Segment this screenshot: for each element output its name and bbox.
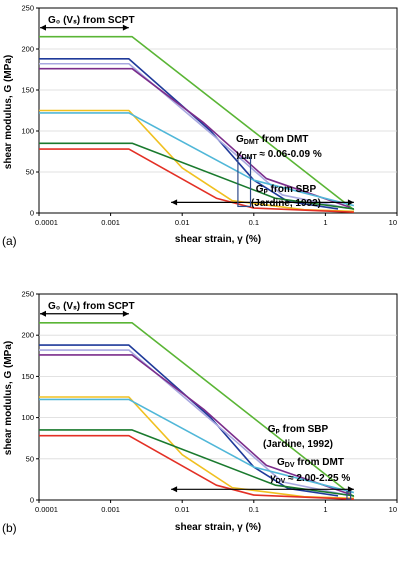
y-tick-label: 250 <box>21 4 34 13</box>
y-tick-label: 150 <box>21 372 34 381</box>
y-tick-label: 50 <box>26 454 34 463</box>
series-line-6 <box>39 112 355 207</box>
series-line-1 <box>39 35 355 211</box>
sbp-range-arrow-head-right <box>347 199 354 206</box>
g0-range-arrow-head-left <box>40 310 46 317</box>
series-line-4 <box>39 354 351 495</box>
y-tick-label: 200 <box>21 331 34 340</box>
x-tick-label: 0.001 <box>101 505 120 514</box>
y-axis-label-a: shear modulus, G (MPa) <box>3 55 14 169</box>
dmt-gamma-a: γ <box>236 149 243 160</box>
dmt-gamma-tail-a: ≈ 0.06-0.09 % <box>257 149 322 160</box>
x-tick-label: 0.01 <box>175 505 190 514</box>
y-tick-label: 200 <box>21 45 34 54</box>
y-tick-label: 0 <box>30 496 34 505</box>
overlays-a <box>40 24 354 208</box>
dv-g-tail-b: from DMT <box>295 457 344 468</box>
series-line-3 <box>39 349 348 496</box>
g0-range-arrow-head-left <box>40 24 46 31</box>
sbp-range-arrow-head-left <box>171 486 178 493</box>
x-ticks-a: 0.0001 0.001 0.01 0.1 1 10 <box>35 213 398 227</box>
x-tick-label: 0.1 <box>249 218 259 227</box>
sbp-range-arrow-head-right <box>347 486 354 493</box>
y-tick-label: 250 <box>21 290 34 299</box>
x-tick-label: 1 <box>323 505 327 514</box>
x-axis-label-a: shear strain, γ (%) <box>175 234 261 245</box>
x-axis-label-b: shear strain, γ (%) <box>175 522 261 533</box>
chart-b: 0.0001 0.001 0.01 0.1 1 10 0 50 100 150 200 250 sh… <box>2 290 398 535</box>
dv-annotation-line1-b: GDV from DMT <box>277 457 344 469</box>
dv-gamma-tail-b: ≈ 2.00-2.25 % <box>285 473 350 484</box>
overlays-b <box>40 310 354 500</box>
series-line-8 <box>39 434 354 500</box>
sbp-annotation-line2-a: (Jardine, 1992) <box>251 198 321 209</box>
x-tick-label: 0.0001 <box>35 218 58 227</box>
sbp-range-arrow-head-left <box>171 199 178 206</box>
series-line-1 <box>39 322 355 498</box>
sbp-annotation-line1-b: Gₚ from SBP <box>268 424 329 435</box>
series-line-4 <box>39 67 351 209</box>
sbp-annotation-line1-a: Gₚ from SBP <box>256 184 317 195</box>
chart-a: 0.0001 0.001 0.01 0.1 1 10 0 50 100 150 200 250 sh… <box>2 4 398 248</box>
x-tick-label: 0.001 <box>101 218 120 227</box>
series-line-8 <box>39 148 354 213</box>
dv-gamma-sub-b: DV <box>276 478 286 485</box>
dmt-gamma-sub-a: DMT <box>242 154 258 161</box>
g0-range-arrow-head-right <box>122 310 129 317</box>
y-axis-label-b: shear modulus, G (MPa) <box>3 341 14 455</box>
dmt-annotation-line1-a: GDMT from DMT <box>236 134 308 146</box>
x-tick-label: 10 <box>389 218 397 227</box>
y-tick-label: 0 <box>30 209 34 218</box>
y-ticks-b: 0 50 100 150 200 250 <box>21 290 39 505</box>
x-tick-label: 0.01 <box>175 218 190 227</box>
series-line-6 <box>39 398 355 494</box>
panel-label-b: (b) <box>2 521 17 535</box>
y-gridlines-a <box>39 48 397 173</box>
y-gridlines-b <box>39 334 397 460</box>
series-line-3 <box>39 62 348 209</box>
y-tick-label: 100 <box>21 127 34 136</box>
dv-g-b: G <box>277 457 285 468</box>
dmt-annotation-line2-a: γDMT ≈ 0.06-0.09 % <box>236 149 322 161</box>
dv-range-box <box>346 491 352 500</box>
y-ticks-a: 0 50 100 150 200 250 <box>21 4 39 218</box>
series-line-7 <box>39 142 354 210</box>
x-tick-label: 1 <box>323 218 327 227</box>
x-tick-label: 0.1 <box>249 505 259 514</box>
series-line-7 <box>39 429 354 497</box>
sbp-annotation-line2-b: (Jardine, 1992) <box>263 439 333 450</box>
y-tick-label: 150 <box>21 86 34 95</box>
dmt-range-box <box>237 157 252 208</box>
dmt-g-a: G <box>236 134 244 145</box>
x-tick-label: 0.0001 <box>35 505 58 514</box>
dmt-g-sub-a: DMT <box>244 139 260 146</box>
x-tick-label: 10 <box>389 505 397 514</box>
y-tick-label: 50 <box>26 168 34 177</box>
x-ticks-b: 0.0001 0.001 0.01 0.1 1 10 <box>35 500 398 514</box>
panel-label-a: (a) <box>2 234 17 248</box>
g0-range-arrow-head-right <box>122 24 129 31</box>
g0-annotation-b: G₀ (Vₛ) from SCPT <box>48 301 135 312</box>
g0-annotation-a: G₀ (Vₛ) from SCPT <box>48 15 135 26</box>
dv-g-sub-b: DV <box>285 462 295 469</box>
dv-gamma-b: γ <box>270 473 277 484</box>
dv-annotation-line2-b: γDV ≈ 2.00-2.25 % <box>270 473 350 485</box>
y-tick-label: 100 <box>21 413 34 422</box>
dmt-g-tail-a: from DMT <box>259 134 308 145</box>
